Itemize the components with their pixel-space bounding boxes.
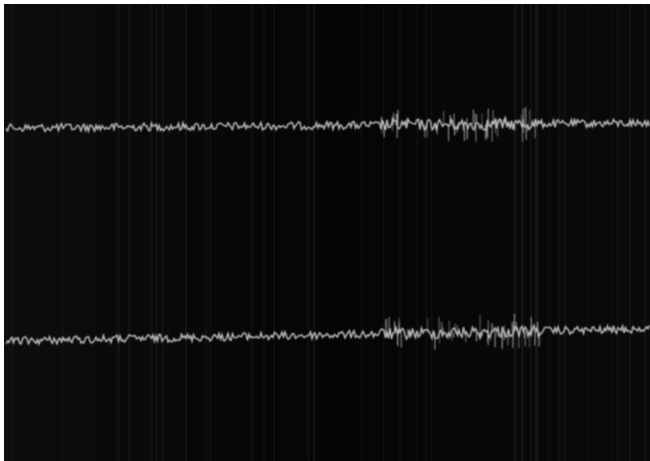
streak [262, 4, 265, 461]
streak [167, 4, 168, 461]
streak [548, 4, 551, 461]
page: (() => { JSON.parse(document.getElementB… [0, 0, 650, 461]
streak [150, 4, 152, 461]
streak [558, 4, 561, 461]
streak [209, 4, 211, 461]
streak [425, 4, 427, 461]
streak [162, 4, 164, 461]
streak [535, 4, 538, 461]
oscilloscope-photo [0, 0, 650, 461]
streak [617, 4, 619, 461]
streak [156, 4, 158, 461]
streak [610, 4, 612, 461]
streak [530, 4, 532, 461]
streak [117, 4, 121, 461]
streak [513, 4, 517, 461]
streak [313, 4, 316, 461]
streak [399, 4, 402, 461]
streak [12, 4, 14, 461]
streak [586, 4, 589, 461]
streak [415, 4, 418, 461]
streak [273, 4, 275, 461]
streak [204, 4, 208, 461]
streak [643, 4, 646, 461]
streak [521, 4, 523, 461]
streak [563, 4, 565, 461]
streak [307, 4, 310, 461]
streak [10, 4, 12, 461]
streak [61, 4, 65, 461]
streak [361, 4, 363, 461]
streak [128, 4, 131, 461]
streak [431, 4, 433, 461]
screen [4, 4, 650, 461]
streak [185, 4, 187, 461]
streak [383, 4, 384, 461]
streak [629, 4, 631, 461]
streak [251, 4, 253, 461]
